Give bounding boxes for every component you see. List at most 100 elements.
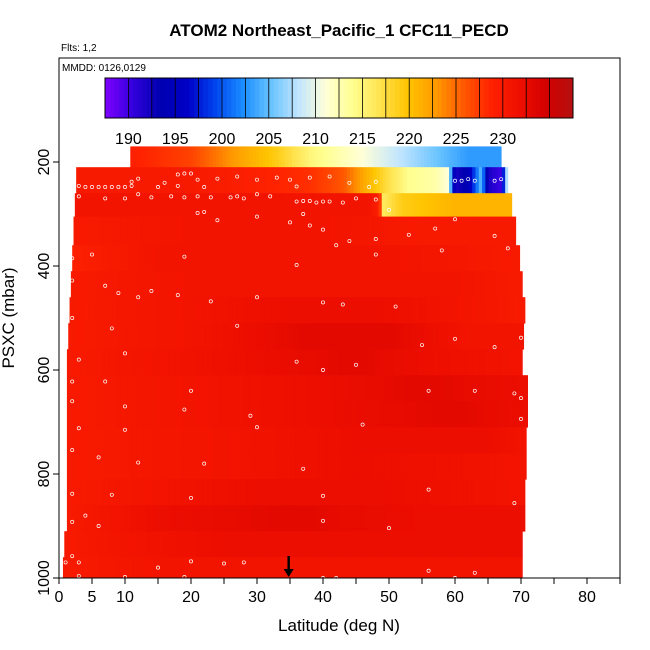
heatmap-cell <box>231 401 236 428</box>
heatmap-cell <box>187 193 191 217</box>
heatmap-cell <box>337 349 342 376</box>
heatmap-cell <box>298 531 303 558</box>
heatmap-cell <box>119 216 124 246</box>
heatmap-cell <box>513 531 517 558</box>
heatmap-cell <box>179 349 183 376</box>
heatmap-cell <box>423 505 428 532</box>
heatmap-cell <box>206 531 210 558</box>
heatmap-cell <box>186 146 191 168</box>
heatmap-cell <box>328 193 333 217</box>
heatmap-cell <box>495 297 499 324</box>
colorbar-segment <box>329 78 335 118</box>
heatmap-cell <box>79 297 84 324</box>
heatmap-cell <box>304 216 309 246</box>
heatmap-cell <box>476 453 480 480</box>
heatmap-cell <box>398 245 403 272</box>
heatmap-cell <box>517 245 521 272</box>
heatmap-cell <box>433 531 438 558</box>
sample-point <box>228 195 233 200</box>
x-tick-label: 0 <box>55 589 64 606</box>
sample-point <box>182 407 187 412</box>
sample-point <box>103 196 108 201</box>
heatmap-cell <box>99 375 104 402</box>
heatmap-cell <box>317 349 322 376</box>
heatmap-cell <box>288 479 292 506</box>
heatmap-cell <box>429 453 434 480</box>
heatmap-cell <box>88 245 93 272</box>
heatmap-cell <box>194 245 198 272</box>
colorbar-segment <box>254 78 260 118</box>
heatmap-cell <box>373 349 378 376</box>
colorbar-segment <box>568 78 574 118</box>
heatmap-cell <box>255 453 259 480</box>
heatmap-cell <box>501 557 506 578</box>
heatmap-cell <box>123 479 127 506</box>
heatmap-cell <box>244 557 249 578</box>
heatmap-cell <box>119 557 123 578</box>
heatmap-cell <box>377 146 382 168</box>
heatmap-cell <box>425 557 430 578</box>
heatmap-cell <box>297 216 302 246</box>
sample-point <box>70 278 75 283</box>
heatmap-cell <box>324 427 329 454</box>
heatmap-cell <box>261 349 266 376</box>
colorbar-segment <box>165 78 171 118</box>
heatmap-cell <box>113 531 118 558</box>
heatmap-cell <box>109 453 114 480</box>
heatmap-cell <box>373 216 378 246</box>
heatmap-cell <box>295 193 300 217</box>
heatmap-cell <box>294 505 299 532</box>
heatmap-cell <box>489 216 494 246</box>
sample-point <box>255 177 259 182</box>
heatmap-cell <box>113 375 117 402</box>
heatmap-cell <box>456 505 461 532</box>
heatmap-cell <box>377 453 381 480</box>
heatmap-cell <box>182 401 187 428</box>
heatmap-cell <box>208 167 212 194</box>
heatmap-cell <box>123 505 127 532</box>
heatmap-cell <box>300 167 305 194</box>
heatmap-cell <box>125 557 130 578</box>
heatmap-cell <box>454 323 459 350</box>
heatmap-cell <box>146 349 150 376</box>
heatmap-cell <box>406 349 411 376</box>
sample-point <box>340 200 345 205</box>
heatmap-cell <box>202 531 207 558</box>
heatmap-cell <box>478 297 483 324</box>
sample-point <box>136 295 141 300</box>
sample-point <box>70 379 75 384</box>
heatmap-cell <box>161 245 165 272</box>
heatmap-cell <box>264 167 268 194</box>
heatmap-cell <box>172 216 177 246</box>
heatmap-cell <box>152 453 157 480</box>
heatmap-cell <box>250 245 255 272</box>
heatmap-cell <box>139 401 144 428</box>
arrow-marker <box>283 556 294 577</box>
heatmap-cell <box>176 146 181 168</box>
heatmap-cell <box>416 349 421 376</box>
heatmap-cell <box>297 557 301 578</box>
heatmap-cell <box>281 401 286 428</box>
heatmap-cell <box>229 531 233 558</box>
heatmap-cell <box>222 505 226 532</box>
heatmap-cell <box>146 453 150 480</box>
heatmap-cell <box>134 245 139 272</box>
heatmap-cell <box>419 297 424 324</box>
heatmap-cell <box>367 427 371 454</box>
heatmap-cell <box>220 323 224 350</box>
heatmap-cell <box>281 375 286 402</box>
heatmap-cell <box>192 216 197 246</box>
heatmap-cell <box>300 557 305 578</box>
heatmap-cell <box>361 531 365 558</box>
heatmap-cell <box>163 271 167 298</box>
heatmap-cell <box>275 531 280 558</box>
heatmap-cell <box>499 479 503 506</box>
heatmap-cell <box>255 216 259 246</box>
heatmap-cell <box>218 505 223 532</box>
heatmap-cell <box>470 271 474 298</box>
heatmap-cell <box>423 375 428 402</box>
heatmap-cell <box>96 427 101 454</box>
heatmap-cell <box>109 479 114 506</box>
heatmap-cell <box>357 216 362 246</box>
heatmap-cell <box>360 505 365 532</box>
